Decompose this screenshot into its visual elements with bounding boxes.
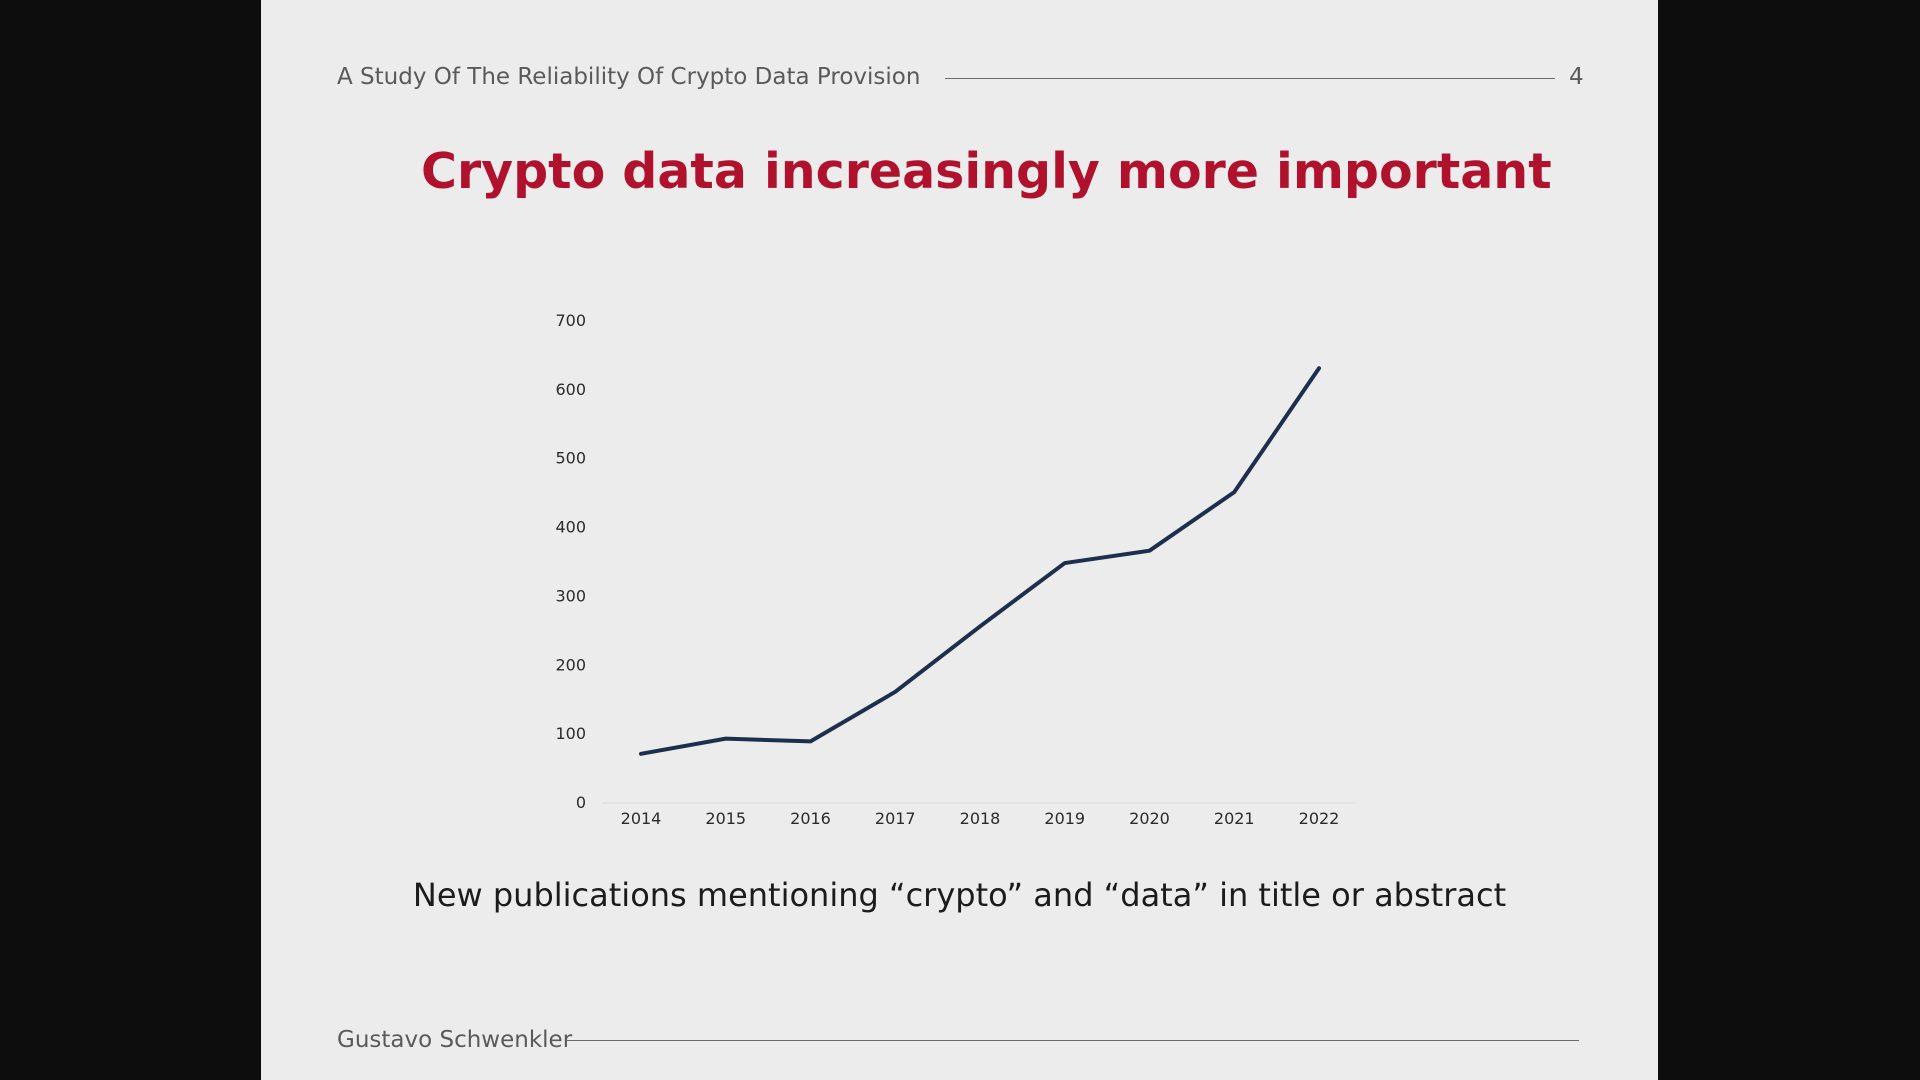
y-tick-label: 700 — [555, 311, 586, 330]
x-tick-label: 2016 — [790, 809, 831, 828]
y-tick-label: 400 — [555, 518, 586, 537]
footer-divider — [567, 1040, 1579, 1041]
x-tick-label: 2018 — [960, 809, 1001, 828]
y-tick-label: 600 — [555, 380, 586, 399]
footer-author: Gustavo Schwenkler — [337, 1027, 573, 1053]
slide-title: Crypto data increasingly more important — [421, 143, 1552, 200]
y-tick-label: 100 — [555, 724, 586, 743]
x-tick-label: 2015 — [705, 809, 746, 828]
x-tick-label: 2021 — [1214, 809, 1255, 828]
x-tick-label: 2017 — [875, 809, 916, 828]
y-tick-label: 300 — [555, 586, 586, 605]
x-tick-label: 2014 — [621, 809, 662, 828]
x-tick-label: 2019 — [1044, 809, 1085, 828]
x-tick-label: 2022 — [1299, 809, 1340, 828]
header-title: A Study Of The Reliability Of Crypto Dat… — [337, 64, 921, 90]
y-tick-label: 0 — [576, 793, 586, 812]
x-tick-label: 2020 — [1129, 809, 1170, 828]
header-divider — [945, 78, 1555, 79]
y-axis-ticks: 0 100 200 300 400 500 600 700 — [555, 311, 586, 812]
page-number: 4 — [1569, 64, 1584, 90]
series-line — [639, 366, 1321, 756]
series-group — [639, 366, 1321, 756]
x-axis-ticks: 2014 2015 2016 2017 2018 2019 2020 2021 2022 — [621, 809, 1340, 828]
y-tick-label: 500 — [555, 449, 586, 468]
y-tick-label: 200 — [555, 655, 586, 674]
chart-caption: New publications mentioning “crypto” and… — [412, 876, 1507, 914]
presentation-slide: A Study Of The Reliability Of Crypto Dat… — [261, 0, 1658, 1080]
